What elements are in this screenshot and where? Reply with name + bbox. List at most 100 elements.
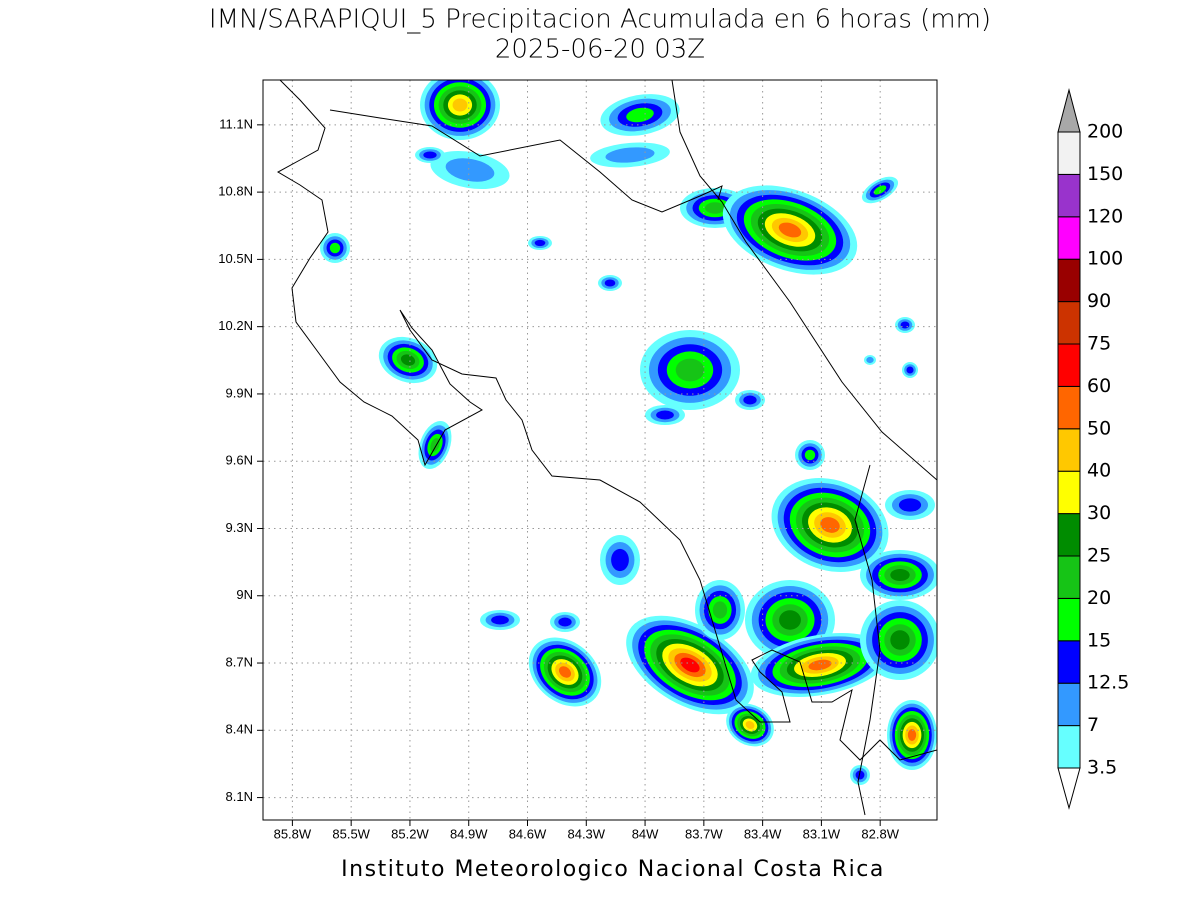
precip-area — [890, 630, 910, 650]
colorbar-segment — [1057, 682, 1081, 727]
colorbar-label: 200 — [1087, 121, 1123, 143]
colorbar-label: 20 — [1087, 587, 1111, 609]
colorbar-segment — [1057, 173, 1081, 218]
colorbar-segment — [1057, 385, 1081, 430]
map-frame — [262, 79, 938, 821]
precip-area — [400, 354, 416, 366]
colorbar-label: 75 — [1087, 333, 1111, 355]
y-tick-label: 9.9N — [226, 385, 253, 400]
grid: 85.8W 85.5W 85.2W 84.9W 84.6W 84.3W 84W 83.7W 83… — [218, 80, 937, 841]
precip-area — [445, 158, 495, 182]
y-tick-label: 10.2N — [218, 318, 253, 333]
precip-area — [808, 659, 832, 671]
precip-area — [778, 222, 802, 238]
colorbar-segment — [1057, 258, 1081, 303]
precip-area — [745, 721, 755, 729]
precip-area — [705, 202, 725, 214]
colorbar-label: 90 — [1087, 290, 1111, 312]
x-tick-label: 84.3W — [567, 826, 605, 841]
colorbar-label: 120 — [1087, 205, 1123, 227]
colorbar-segment — [1057, 131, 1081, 175]
x-tick-label: 83.7W — [685, 826, 723, 841]
colorbar-segment — [1057, 513, 1081, 557]
colorbar-label: 12.5 — [1087, 672, 1129, 694]
colorbar-segment — [1057, 555, 1081, 599]
colorbar-label: 150 — [1087, 163, 1123, 185]
precip-area — [804, 449, 816, 461]
precip-area — [743, 395, 757, 405]
colorbar-over — [1057, 88, 1081, 133]
colorbar-label: 30 — [1087, 502, 1111, 524]
precip-area — [558, 666, 572, 678]
y-tick-label: 8.7N — [226, 654, 253, 669]
colorbar-label: 7 — [1087, 714, 1099, 736]
precip-area — [907, 729, 917, 741]
precip-area — [680, 657, 700, 673]
x-tick-label: 84.9W — [450, 826, 488, 841]
y-tick-label: 8.1N — [226, 789, 253, 804]
precip-area — [712, 601, 728, 619]
colorbar-segment — [1057, 725, 1081, 769]
precip-area — [675, 358, 705, 382]
precip-area — [452, 98, 468, 112]
precipitation-field — [320, 80, 937, 785]
precip-area — [491, 615, 509, 625]
precip-area — [605, 147, 655, 163]
x-tick-label: 83.4W — [744, 826, 782, 841]
precip-area — [906, 366, 914, 374]
footer: Instituto Meteorologico Nacional Costa R… — [341, 857, 885, 882]
x-tick-label: 85.5W — [332, 826, 370, 841]
colorbar-segment — [1057, 428, 1081, 472]
precip-area — [604, 279, 616, 287]
pacific-coast — [276, 80, 937, 761]
y-tick-label: 10.5N — [218, 251, 253, 266]
precip-area — [558, 617, 572, 627]
y-tick-label: 10.8N — [218, 184, 253, 199]
colorbar-label: 3.5 — [1087, 757, 1117, 779]
colorbar: 3.5 7 12.5 15 20 25 30 40 50 60 75 90 100 120 150 200 — [1057, 88, 1129, 810]
colorbar-label: 50 — [1087, 417, 1111, 439]
precip-area — [329, 242, 341, 254]
colorbar-segment — [1057, 597, 1081, 642]
colorbar-under — [1057, 767, 1081, 810]
precip-area — [430, 438, 440, 452]
precip-area — [611, 548, 629, 572]
x-tick-label: 83.1W — [803, 826, 841, 841]
colorbar-label: 100 — [1087, 248, 1123, 270]
y-tick-label: 8.4N — [226, 722, 253, 737]
title: IMN/SARAPIQUI_5 Precipitacion Acumulada … — [209, 5, 991, 35]
precip-area — [779, 610, 801, 630]
y-tick-label: 9.6N — [226, 453, 253, 468]
colorbar-segment — [1057, 640, 1081, 684]
x-tick-label: 85.8W — [274, 826, 312, 841]
precip-area — [898, 498, 922, 512]
subtitle: 2025-06-20 03Z — [495, 35, 705, 65]
colorbar-label: 60 — [1087, 375, 1111, 397]
x-tick-label: 84W — [632, 826, 659, 841]
coastlines — [276, 80, 937, 816]
x-tick-label: 84.6W — [509, 826, 547, 841]
precip-area — [855, 770, 865, 780]
x-tick-label: 82.8W — [861, 826, 899, 841]
precip-area — [656, 410, 674, 420]
colorbar-segment — [1057, 301, 1081, 345]
y-tick-label: 9N — [236, 587, 253, 602]
y-tick-label: 11.1N — [219, 116, 253, 131]
precip-area — [423, 151, 437, 159]
precip-area — [890, 568, 910, 582]
x-tick-label: 85.2W — [391, 826, 429, 841]
precip-area — [866, 356, 874, 364]
nicaragua-border — [329, 109, 723, 213]
panama-border — [854, 464, 881, 816]
precip-area — [534, 239, 546, 247]
colorbar-label: 25 — [1087, 545, 1111, 567]
colorbar-segment — [1057, 216, 1081, 260]
precip-area — [626, 107, 654, 123]
colorbar-label: 15 — [1087, 629, 1111, 651]
y-tick-label: 9.3N — [226, 520, 253, 535]
colorbar-label: 40 — [1087, 460, 1111, 482]
precip-area — [900, 321, 910, 329]
caribbean-coast — [671, 80, 937, 481]
colorbar-segment — [1057, 343, 1081, 387]
